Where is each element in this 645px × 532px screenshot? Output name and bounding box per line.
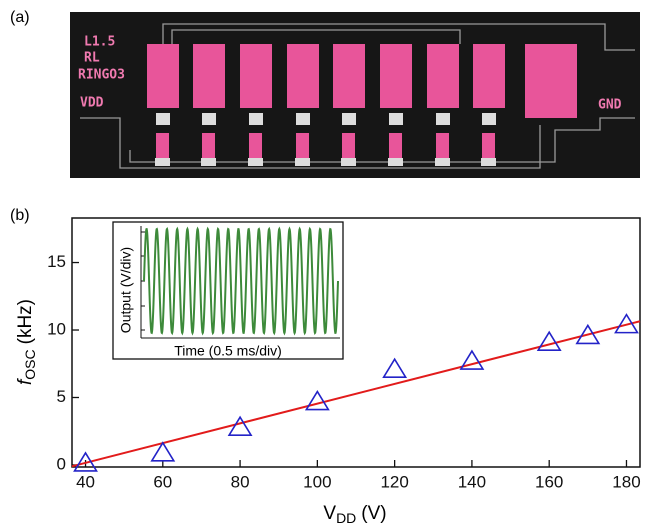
- via: [436, 113, 450, 125]
- via: [202, 113, 216, 125]
- data-point: [536, 330, 562, 351]
- transistor: [156, 133, 169, 159]
- via: [156, 113, 170, 125]
- x-label-main: V: [323, 503, 336, 524]
- data-point: [614, 313, 639, 334]
- pad: [240, 44, 272, 108]
- transistor: [342, 133, 355, 159]
- via: [435, 158, 450, 166]
- pad: [147, 44, 179, 108]
- y-tick-label: 10: [47, 320, 66, 339]
- chip-label: VDD: [80, 96, 104, 111]
- chip-label: L1.5: [84, 35, 115, 50]
- y-tick-label: 0: [57, 454, 66, 473]
- data-point: [150, 441, 176, 462]
- x-tick-label: 60: [153, 472, 172, 491]
- inset-frame: [112, 221, 344, 360]
- panel-label: (b): [10, 207, 30, 224]
- x-tick-label: 160: [535, 472, 563, 491]
- via: [341, 158, 356, 166]
- via: [296, 113, 310, 125]
- y-label-unit: (kHz): [15, 299, 36, 344]
- via: [388, 158, 403, 166]
- x-label-sub: DD: [336, 510, 356, 526]
- x-tick-label: 40: [76, 472, 95, 491]
- via: [248, 158, 263, 166]
- via: [342, 113, 356, 125]
- via: [482, 113, 496, 125]
- pad: [473, 44, 505, 108]
- chip-label: GND: [598, 98, 622, 113]
- transistor: [436, 133, 449, 159]
- via: [389, 113, 403, 125]
- inset: [140, 226, 340, 339]
- data-point: [575, 323, 601, 345]
- inset-y-label: Output (V/div): [118, 247, 134, 333]
- micrograph: L1.5 RL RINGO3 VDD GND: [70, 12, 640, 178]
- via: [295, 158, 310, 166]
- y-label-main: f: [15, 378, 36, 385]
- data-point: [382, 357, 408, 378]
- via: [249, 113, 263, 125]
- data-point: [459, 349, 485, 370]
- fit-line: [71, 320, 641, 468]
- transistor: [389, 133, 402, 159]
- y-tick-label: 15: [47, 252, 66, 271]
- plot: 40 60 80 100 120 140 160 180 0 5 10 15: [47, 252, 641, 491]
- x-tick-label: 100: [303, 472, 331, 491]
- x-tick-label: 140: [458, 472, 486, 491]
- transistor: [249, 133, 262, 159]
- wiring: [80, 23, 635, 169]
- transistor: [296, 133, 309, 159]
- pad: [287, 44, 319, 108]
- via: [481, 158, 496, 166]
- x-tick-label: 180: [612, 472, 640, 491]
- transistor: [202, 133, 215, 159]
- y-label-sub: OSC: [22, 349, 38, 379]
- chip-label: RINGO3: [78, 68, 125, 83]
- pad: [380, 44, 412, 108]
- x-axis-label: VDD (V): [323, 503, 386, 526]
- x-label-unit: (V): [361, 503, 386, 524]
- via: [201, 158, 216, 166]
- via: [155, 158, 170, 166]
- pad: [427, 44, 459, 108]
- y-axis-label: fOSC (kHz): [15, 299, 38, 385]
- pad: [333, 44, 365, 108]
- plot-frame: [71, 217, 641, 468]
- pad: [525, 44, 577, 118]
- inset-x-label: Time (0.5 ms/div): [174, 343, 282, 359]
- x-tick-label: 80: [231, 472, 250, 491]
- inset-waveform: [143, 226, 339, 336]
- chip-label: RL: [84, 51, 100, 66]
- transistor: [482, 133, 495, 159]
- data-point: [227, 415, 253, 436]
- pad: [193, 44, 225, 108]
- y-tick-label: 5: [57, 387, 66, 406]
- data-point: [304, 390, 330, 411]
- panel-label: (a): [10, 9, 30, 26]
- x-tick-label: 120: [380, 472, 408, 491]
- data-point: [73, 451, 98, 472]
